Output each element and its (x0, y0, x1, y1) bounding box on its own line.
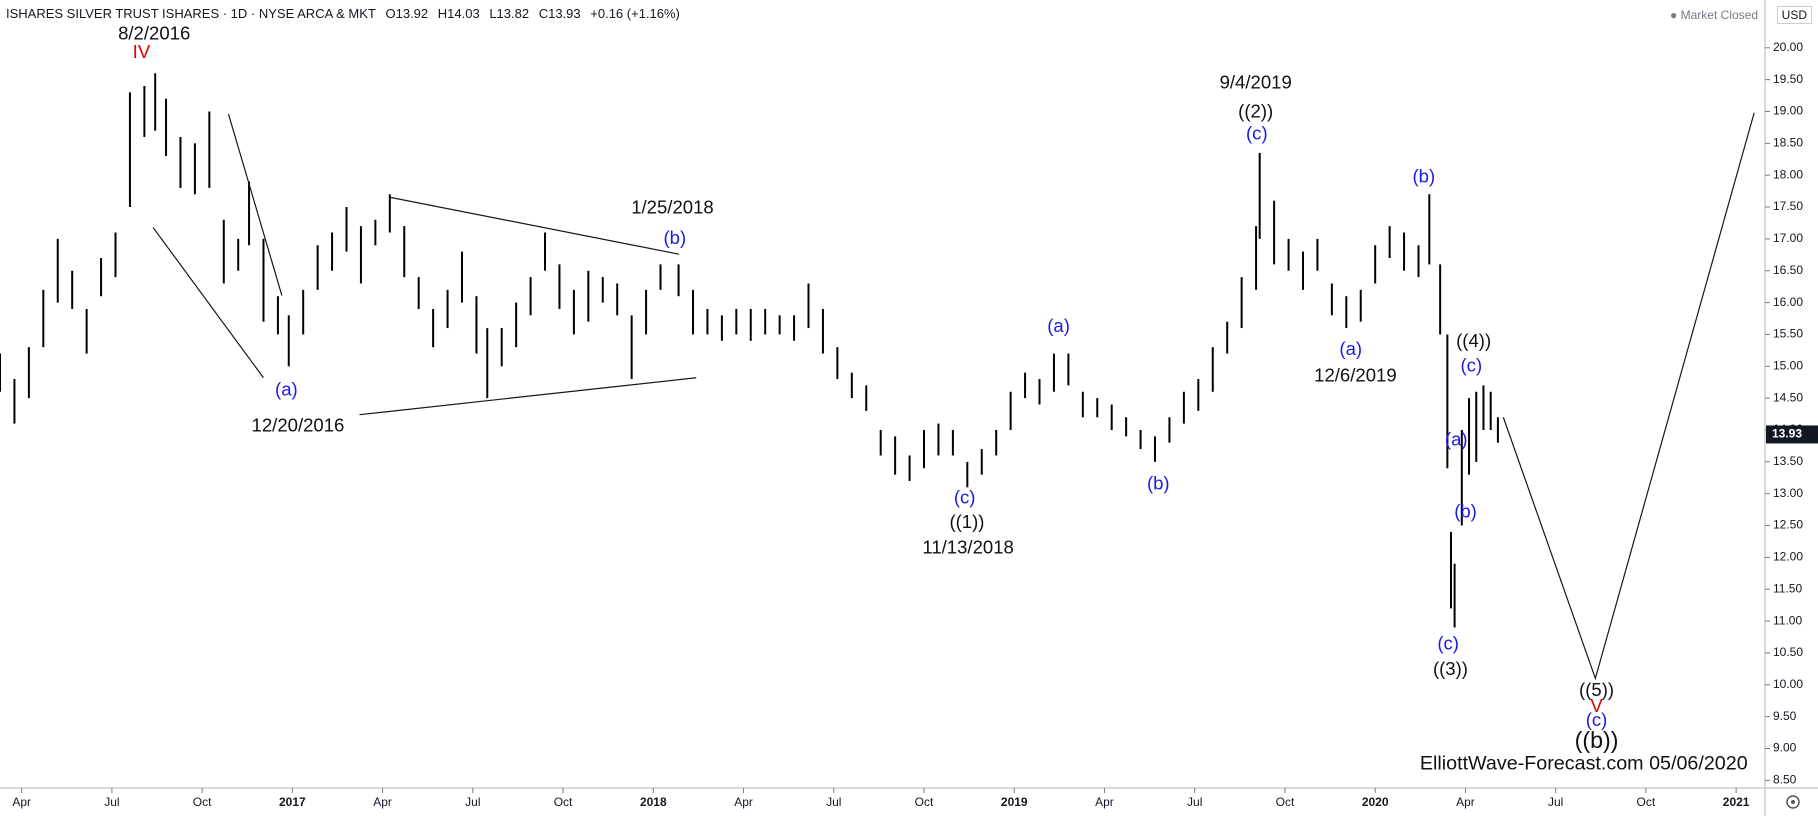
y-tick-label: 18.50 (1773, 136, 1803, 150)
wave-label: ((3)) (1433, 658, 1468, 679)
x-tick-label: 2021 (1723, 795, 1750, 809)
wave-label: (c) (954, 486, 976, 507)
wave-label: ((2)) (1238, 100, 1273, 121)
x-tick-label: Jul (1187, 795, 1202, 809)
wave-label: (c) (1246, 122, 1268, 143)
y-tick-label: 8.50 (1773, 773, 1797, 787)
x-tick-label: Oct (915, 795, 934, 809)
y-tick-label: 9.50 (1773, 709, 1797, 723)
y-tick-label: 15.50 (1773, 327, 1803, 341)
wave-label: (b) (1412, 165, 1435, 186)
x-tick-label: Jul (104, 795, 119, 809)
chart-header: ISHARES SILVER TRUST ISHARES · 1D · NYSE… (6, 6, 686, 21)
x-tick-label: 2019 (1001, 795, 1028, 809)
market-status-text: Market Closed (1680, 8, 1758, 22)
wave-label: 12/6/2019 (1314, 365, 1397, 386)
x-tick-label: 2017 (279, 795, 306, 809)
last-price-label: 13.93 (1772, 427, 1802, 441)
y-tick-label: 9.00 (1773, 741, 1797, 755)
x-tick-label: Jul (465, 795, 480, 809)
wave-label: ElliottWave-Forecast.com 05/06/2020 (1420, 752, 1748, 774)
x-tick-label: Apr (1095, 795, 1114, 809)
y-tick-label: 20.00 (1773, 40, 1803, 54)
symbol: ISHARES SILVER TRUST ISHARES · 1D · NYSE… (6, 6, 376, 21)
open: O13.92 (385, 6, 429, 21)
wave-label: (b) (1454, 500, 1477, 521)
settings-icon[interactable] (1786, 795, 1800, 809)
x-tick-label: Jul (826, 795, 841, 809)
trend-line (152, 227, 264, 379)
y-tick-label: 10.00 (1773, 677, 1803, 691)
trend-line (390, 196, 680, 255)
y-tick-label: 12.00 (1773, 550, 1803, 564)
y-tick-label: 19.50 (1773, 72, 1803, 86)
wave-label: (a) (1047, 315, 1070, 336)
y-tick-label: 17.00 (1773, 231, 1803, 245)
wave-label: 9/4/2019 (1220, 71, 1292, 92)
wave-label: ((1)) (949, 511, 984, 532)
wave-label: (a) (1445, 428, 1468, 449)
x-tick-label: Oct (193, 795, 212, 809)
trend-line (359, 377, 697, 416)
x-tick-label: 2018 (640, 795, 667, 809)
x-tick-label: Apr (1456, 795, 1475, 809)
y-tick-label: 10.50 (1773, 645, 1803, 659)
wave-label: (b) (663, 227, 686, 248)
y-tick-label: 15.00 (1773, 358, 1803, 372)
y-tick-label: 13.00 (1773, 486, 1803, 500)
x-tick-label: Apr (373, 795, 392, 809)
y-tick-label: 11.50 (1773, 581, 1802, 595)
wave-label: (a) (275, 379, 298, 400)
wave-label: 11/13/2018 (922, 536, 1013, 557)
wave-label: V (1590, 695, 1603, 716)
wave-label: (a) (1339, 338, 1362, 359)
trend-line (227, 113, 283, 296)
wave-label: ((b)) (1575, 727, 1619, 753)
y-tick-label: 13.50 (1773, 454, 1803, 468)
y-tick-label: 17.50 (1773, 199, 1803, 213)
low: L13.82 (489, 6, 530, 21)
x-tick-label: Jul (1548, 795, 1563, 809)
y-tick-label: 19.00 (1773, 104, 1803, 118)
x-tick-label: 2020 (1362, 795, 1389, 809)
market-status: ● Market Closed (1670, 8, 1758, 22)
x-tick-label: Oct (1276, 795, 1295, 809)
close: C13.93 (538, 6, 581, 21)
y-tick-label: 16.50 (1773, 263, 1803, 277)
x-tick-label: Apr (12, 795, 31, 809)
trend-line (1502, 112, 1755, 681)
y-tick-label: 14.50 (1773, 390, 1803, 404)
last-price-box (1766, 425, 1818, 444)
wave-label: ((4)) (1456, 330, 1491, 351)
x-tick-label: Apr (734, 795, 753, 809)
change: +0.16 (+1.16%) (590, 6, 680, 21)
wave-label: 1/25/2018 (631, 197, 714, 218)
wave-label: ((5)) (1579, 679, 1614, 700)
wave-label: (b) (1147, 473, 1170, 494)
wave-label: 12/20/2016 (252, 415, 345, 436)
wave-label: IV (133, 41, 151, 62)
wave-label: (c) (1586, 709, 1608, 730)
x-tick-label: Oct (554, 795, 573, 809)
high: H14.03 (437, 6, 480, 21)
y-tick-label: 11.00 (1773, 613, 1802, 627)
wave-label: 8/2/2016 (118, 23, 190, 44)
wave-label: (c) (1437, 633, 1459, 654)
y-tick-label: 16.00 (1773, 295, 1803, 309)
y-tick-label: 12.50 (1773, 518, 1803, 532)
currency[interactable]: USD (1776, 6, 1812, 24)
y-tick-label: 18.00 (1773, 167, 1803, 181)
wave-label: (c) (1461, 354, 1483, 375)
x-tick-label: Oct (1637, 795, 1656, 809)
